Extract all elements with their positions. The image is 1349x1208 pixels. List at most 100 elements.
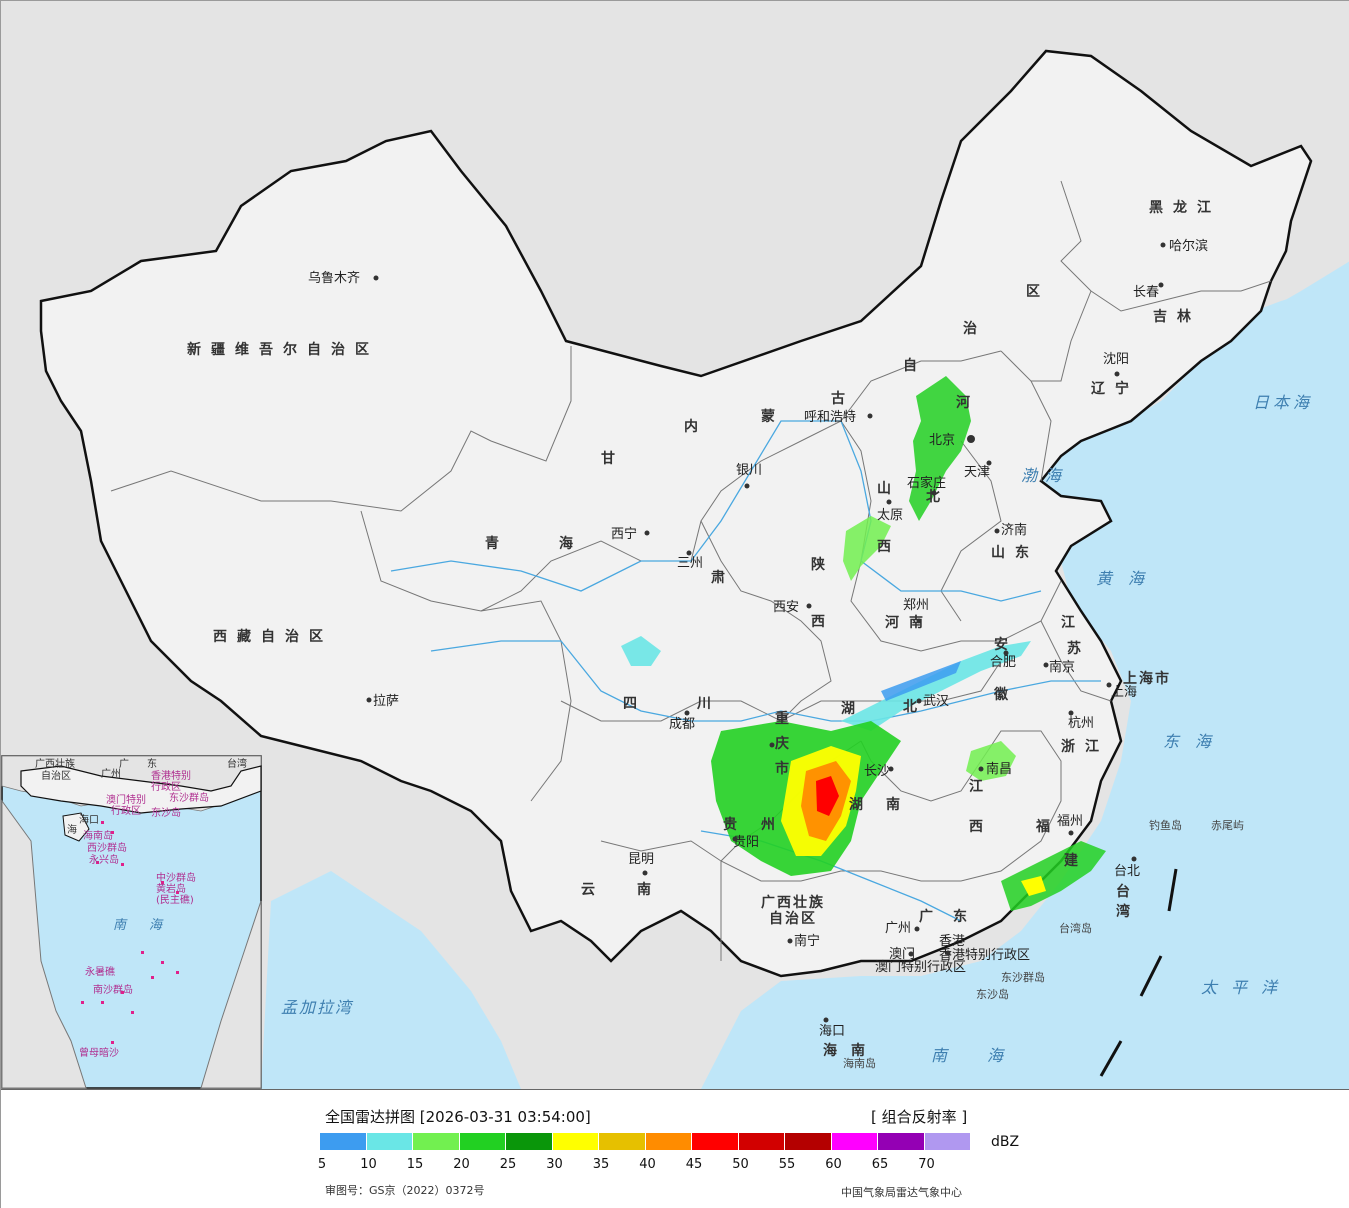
legend-swatch <box>459 1133 506 1150</box>
echo-shanxi <box>843 516 891 581</box>
legend-swatch <box>599 1133 646 1150</box>
echo-central-red <box>816 776 839 816</box>
city-nanning: 南宁 <box>794 933 820 949</box>
legend-tick-label: 10 <box>360 1157 377 1172</box>
legend-tick-label: 60 <box>825 1157 842 1172</box>
label-jiang-jiangsu: 江 <box>1061 614 1085 631</box>
legend-swatch <box>785 1133 832 1150</box>
inset-macao-sar: 行政区 <box>111 804 141 817</box>
city-macao: 澳门 <box>889 946 915 962</box>
label-dongsha-qundao: 东沙群岛 <box>1001 970 1045 984</box>
label-nan-hunan: 南 <box>886 796 910 813</box>
label-xi-jx: 西 <box>969 819 993 835</box>
city-xining: 西宁 <box>611 526 637 542</box>
inset-zhongsha: 中沙群岛 <box>156 871 196 884</box>
label-wan: 湾 <box>1116 903 1140 920</box>
label-dongsha-dao: 东沙岛 <box>976 987 1009 1001</box>
inset-hk: 香港特别 <box>151 770 191 782</box>
label-hainan-dao: 海南岛 <box>843 1056 876 1070</box>
label-shan-shanxi: 山 <box>877 481 901 497</box>
label-qu: 区 <box>1026 284 1050 300</box>
dash-segments <box>1099 868 1178 1077</box>
legend-swatch <box>366 1133 413 1150</box>
city-tianjin: 天津 <box>964 465 990 480</box>
label-chong: 重 <box>775 710 799 727</box>
label-dong: 东 <box>953 908 977 925</box>
city-shijiazhuang: 石家庄 <box>907 475 946 491</box>
legend-swatch <box>645 1133 692 1150</box>
inset-nan: 南 <box>113 918 128 933</box>
legend-swatch <box>924 1133 971 1150</box>
city-shenyang: 沈阳 <box>1103 352 1129 367</box>
inset-guangzhou: 广州 <box>101 768 121 780</box>
inset-minzhu: (民主礁) <box>156 893 194 906</box>
label-tai: 台 <box>1116 883 1140 900</box>
sea-japan: 日本海 <box>1253 393 1313 412</box>
label-gui: 贵 <box>723 816 747 833</box>
label-jian: 建 <box>1064 852 1088 869</box>
label-nei: 内 <box>684 418 708 435</box>
unit-label: dBZ <box>991 1134 1020 1150</box>
inset-nansha: 南沙群岛 <box>93 983 133 996</box>
city-haikou: 海口 <box>819 1024 845 1039</box>
city-kunming: 昆明 <box>628 852 654 867</box>
legend-tick-label: 20 <box>453 1157 470 1172</box>
city-nanjing: 南京 <box>1049 659 1075 675</box>
label-yun: 云 <box>581 882 605 898</box>
inset-macao: 澳门特别 <box>106 793 146 806</box>
label-qing: 青 <box>485 535 509 552</box>
label-si: 四 <box>623 696 647 712</box>
city-zhengzhou: 郑州 <box>903 598 929 613</box>
sea-south-china: 南海 <box>931 1046 1043 1065</box>
label-zhejiang: 浙江 <box>1061 738 1109 755</box>
source-credit: 中国气象局雷达气象中心 <box>841 1186 962 1199</box>
inset-guang: 广 <box>119 758 129 770</box>
label-xinjiang: 新疆维吾尔自治区 <box>187 341 379 358</box>
label-heilongjiang: 黑龙江 <box>1149 199 1221 216</box>
label-diaoyu: 钓鱼岛 <box>1149 818 1182 832</box>
legend-tick-label: 70 <box>918 1157 935 1172</box>
label-jiang-jx: 江 <box>969 778 993 795</box>
label-shan-shaanxi: 陕 <box>811 556 835 573</box>
legend-swatch <box>878 1133 925 1150</box>
legend-tick-label: 15 <box>406 1157 424 1172</box>
label-an: 安 <box>994 636 1018 653</box>
inset-yongxing: 永兴岛 <box>89 853 119 866</box>
label-su: 肃 <box>711 569 735 586</box>
city-xian: 西安 <box>773 600 799 615</box>
label-liaoning: 辽宁 <box>1091 380 1139 397</box>
label-su-jiangsu: 苏 <box>1067 640 1091 657</box>
province-boundaries <box>110 180 1272 961</box>
legend-tick-label: 65 <box>871 1157 889 1172</box>
label-shi-cq: 市 <box>775 760 799 777</box>
city-beijing: 北京 <box>929 433 955 448</box>
inset-zizhiqu: 自治区 <box>41 769 71 782</box>
inset-huangyan: 黄岩岛 <box>156 882 186 895</box>
inset-island-dots <box>81 821 179 1044</box>
south-china-sea-inset <box>1 755 262 1089</box>
legend-swatch <box>552 1133 599 1150</box>
sea-pacific: 太平洋 <box>1201 978 1291 997</box>
echo-qinghai <box>621 636 661 666</box>
label-henan: 河南 <box>885 614 933 631</box>
city-hongkong: 香港 <box>939 934 965 949</box>
label-taiwan-dao: 台湾岛 <box>1059 921 1092 935</box>
echo-hubei-north <box>881 661 961 701</box>
legend-tick-label: 5 <box>317 1157 327 1172</box>
mosaic-title: 全国雷达拼图 [2026-03-31 03:54:00] <box>325 1108 591 1126</box>
inset-hai: 海 <box>67 823 77 836</box>
legend-tick-label: 30 <box>546 1157 563 1172</box>
inset-guangxi: 广西壮族 <box>35 757 75 770</box>
label-xi-shaanxi: 西 <box>811 614 835 630</box>
legend-swatch <box>831 1133 878 1150</box>
city-lanzhou-sanzhou: 三州 <box>677 556 703 571</box>
inset-hai-sea: 海 <box>149 918 164 933</box>
sea-yellow: 黄海 <box>1096 569 1160 588</box>
inset-hainan-dao: 海南岛 <box>83 829 113 842</box>
echo-anhui-band <box>841 641 1031 731</box>
sea-bengal: 孟加拉湾 <box>281 998 354 1017</box>
inset-yongshu: 永暑礁 <box>85 965 115 978</box>
legend-tick-label: 25 <box>499 1157 517 1172</box>
label-xi-shanxi: 西 <box>877 539 901 555</box>
